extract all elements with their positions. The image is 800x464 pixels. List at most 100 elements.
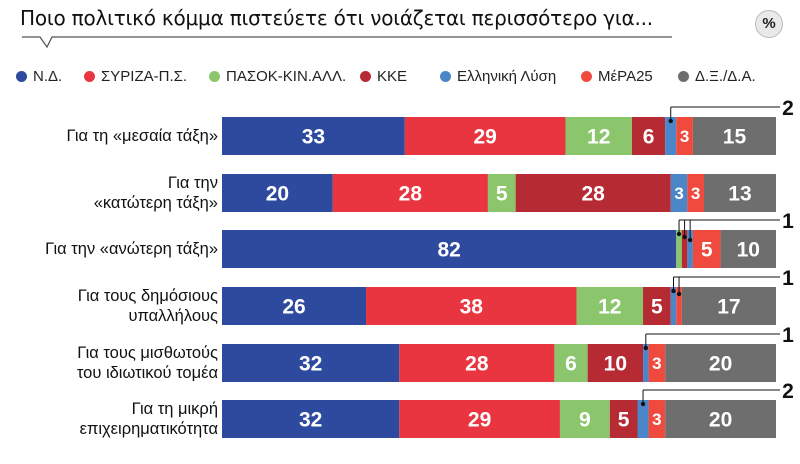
bar-value-label: 28 bbox=[465, 353, 489, 376]
callout-value-label: 2 bbox=[782, 97, 794, 120]
bar-value-label: 82 bbox=[437, 239, 460, 262]
bar-value-label: 3 bbox=[674, 184, 683, 203]
bar-segment bbox=[637, 400, 649, 438]
legend-label: Δ.Ξ./Δ.Α. bbox=[695, 67, 756, 85]
bar-segment bbox=[222, 344, 400, 382]
bar-value-label: 29 bbox=[473, 126, 496, 149]
bar-segment bbox=[670, 287, 677, 325]
legend-label: ΜέΡΑ25 bbox=[598, 67, 653, 85]
bar-value-label: 20 bbox=[266, 183, 289, 206]
bar-segment bbox=[222, 287, 367, 325]
bar-value-label: 10 bbox=[604, 353, 627, 376]
bar-segment bbox=[487, 174, 516, 212]
bar-segment bbox=[665, 344, 776, 382]
legend-item: Δ.Ξ./Δ.Α. bbox=[678, 66, 756, 86]
bar-segment bbox=[565, 117, 632, 155]
title-underline bbox=[22, 36, 672, 49]
bar-value-label: 9 bbox=[579, 409, 591, 432]
legend-item: ΚΚΕ bbox=[360, 66, 407, 86]
bar-segment bbox=[399, 344, 555, 382]
legend-label: Ελληνική Λύση bbox=[457, 67, 557, 85]
bar-segment bbox=[576, 287, 644, 325]
legend-item: ΠΑΣΟΚ-ΚΙΝ.ΑΛΛ. bbox=[209, 66, 346, 86]
bar-segment bbox=[222, 230, 677, 268]
bar-value-label: 15 bbox=[723, 126, 747, 149]
bar-segment bbox=[399, 400, 560, 438]
bar-segment bbox=[554, 344, 588, 382]
bar-value-label: 5 bbox=[651, 296, 663, 319]
legend-swatch bbox=[581, 70, 592, 82]
bar-value-label: 33 bbox=[302, 126, 325, 149]
legend-swatch bbox=[678, 70, 689, 82]
bar-segment bbox=[222, 117, 405, 155]
bar-segment bbox=[665, 400, 776, 438]
bar-value-label: 28 bbox=[399, 183, 423, 206]
bar-segment bbox=[648, 344, 666, 382]
bar-segment bbox=[687, 230, 693, 268]
bar-segment bbox=[222, 174, 333, 212]
row-label: Για τη «μεσαία τάξη» bbox=[66, 127, 218, 145]
legend-item: Ν.Δ. bbox=[16, 66, 62, 86]
legend-item: Ελληνική Λύση bbox=[440, 66, 556, 86]
bar-value-label: 6 bbox=[643, 126, 655, 149]
row-label: Για την «ανώτερη τάξη» bbox=[45, 240, 218, 258]
bar-segment bbox=[692, 230, 721, 268]
bar-segment bbox=[222, 400, 400, 438]
legend-item: ΣΥΡΙΖΑ-Π.Σ. bbox=[84, 66, 187, 86]
bar-segment bbox=[665, 117, 677, 155]
legend-swatch bbox=[16, 70, 27, 82]
row-label: Για τους μισθωτούς του ιδιωτικού τομέα bbox=[76, 344, 218, 382]
bar-value-label: 3 bbox=[691, 184, 700, 203]
legend-swatch bbox=[360, 70, 371, 82]
bar-value-label: 32 bbox=[299, 409, 322, 432]
bar-value-label: 13 bbox=[728, 183, 751, 206]
bar-segment bbox=[515, 174, 671, 212]
bar-segment bbox=[676, 117, 693, 155]
bar-segment bbox=[643, 344, 649, 382]
bar-value-label: 6 bbox=[565, 353, 577, 376]
bar-value-label: 12 bbox=[587, 126, 610, 149]
legend-swatch bbox=[440, 70, 451, 82]
bar-segment bbox=[609, 400, 638, 438]
legend-swatch bbox=[209, 70, 220, 82]
row-label: Για τη μικρή επιχειρηματικότητα bbox=[79, 400, 218, 438]
legend-label: Ν.Δ. bbox=[33, 67, 63, 85]
bar-segment bbox=[366, 287, 577, 325]
bar-segment bbox=[681, 287, 776, 325]
legend-label: ΠΑΣΟΚ-ΚΙΝ.ΑΛΛ. bbox=[226, 67, 347, 85]
row-label: Για τους δημόσιους υπαλλήλους bbox=[77, 287, 218, 325]
percent-badge: % bbox=[755, 10, 783, 38]
bar-value-label: 3 bbox=[652, 354, 661, 373]
bar-segment bbox=[648, 400, 666, 438]
legend-swatch bbox=[84, 70, 95, 82]
bar-segment bbox=[687, 174, 704, 212]
callout-value-label: 1 bbox=[782, 324, 794, 347]
bar-value-label: 20 bbox=[709, 353, 732, 376]
bar-value-label: 32 bbox=[299, 353, 322, 376]
bar-value-label: 5 bbox=[618, 409, 630, 432]
callout-value-label: 2 bbox=[782, 380, 794, 403]
bar-segment bbox=[559, 400, 610, 438]
bar-value-label: 38 bbox=[460, 296, 484, 319]
legend-item: ΜέΡΑ25 bbox=[581, 66, 653, 86]
legend-label: ΣΥΡΙΖΑ-Π.Σ. bbox=[101, 67, 188, 85]
bar-segment bbox=[404, 117, 566, 155]
row-label: Για την «κατώτερη τάξη» bbox=[93, 174, 218, 212]
legend-label: ΚΚΕ bbox=[377, 67, 408, 85]
bar-value-label: 20 bbox=[709, 409, 732, 432]
bar-segment bbox=[703, 174, 776, 212]
bar-value-label: 3 bbox=[680, 127, 689, 146]
bar-segment bbox=[676, 230, 682, 268]
bar-segment bbox=[587, 344, 644, 382]
callout-value-label: 1 bbox=[782, 210, 794, 233]
bar-value-label: 26 bbox=[282, 296, 305, 319]
bar-value-label: 17 bbox=[717, 296, 740, 319]
bar-segment bbox=[720, 230, 776, 268]
bar-segment bbox=[676, 287, 682, 325]
bar-segment bbox=[332, 174, 488, 212]
bar-value-label: 3 bbox=[652, 410, 661, 429]
callout-value-label: 1 bbox=[782, 267, 794, 290]
bar-value-label: 5 bbox=[701, 239, 713, 262]
bar-value-label: 29 bbox=[468, 409, 491, 432]
